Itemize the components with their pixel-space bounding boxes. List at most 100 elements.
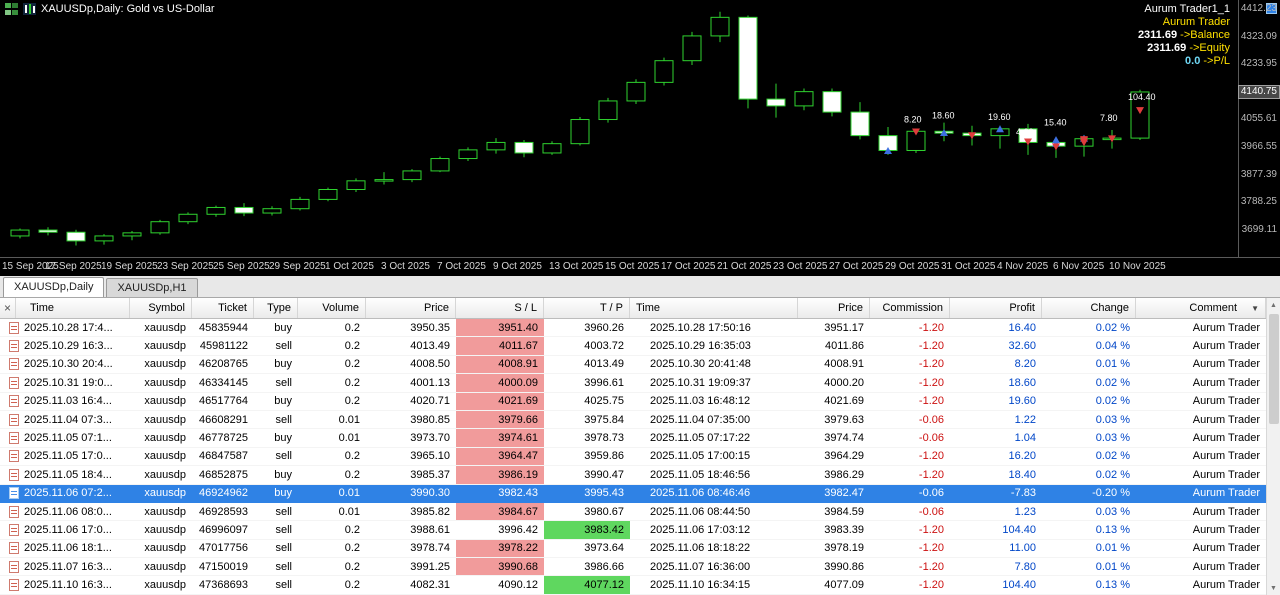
balance-label: ->Balance (1180, 29, 1230, 41)
tab-xauusdp-daily[interactable]: XAUUSDp,Daily (3, 277, 105, 297)
scroll-thumb[interactable] (1268, 314, 1279, 424)
ticket-cell: 46996097 (199, 523, 248, 536)
tp-cell: 4077.12 (544, 576, 630, 594)
column-header-volume[interactable]: Volume (298, 298, 366, 318)
candlestick-chart[interactable]: 8.20 18.60 19.60 4.60 15.40 7.80 104.40 (0, 0, 1237, 257)
tab-xauusdp-h1[interactable]: XAUUSDp,H1 (106, 278, 198, 297)
type-cell: sell (275, 450, 292, 463)
profit-cell: 1.04 (1014, 432, 1036, 445)
comment-cell: Aurum Trader (1192, 413, 1260, 426)
column-header-type[interactable]: Type (254, 298, 298, 318)
column-header-price[interactable]: Price (798, 298, 870, 318)
date-axis-label: 15 Oct 2025 (605, 261, 660, 272)
ticket-cell: 45981122 (199, 340, 248, 353)
commission-cell: -1.20 (918, 340, 944, 353)
equity-value: 2311.69 (1147, 42, 1187, 54)
history-row[interactable]: 2025.11.06 18:1... xauusdp 47017756 sell 0.2… (0, 539, 1266, 559)
sl-cell: 3986.19 (456, 466, 544, 484)
column-header-t-p[interactable]: T / P (544, 298, 630, 318)
profit-annotation: 4.60 (1016, 127, 1034, 137)
volume-cell: 0.2 (344, 358, 360, 371)
chart-corner-icon[interactable] (1266, 3, 1277, 14)
history-row[interactable]: 2025.10.31 19:0... xauusdp 46334145 sell 0.2… (0, 374, 1266, 393)
volume-cell: 0.2 (344, 523, 360, 536)
close-price-cell: 4011.86 (825, 340, 864, 353)
open-price-cell: 4001.13 (410, 376, 450, 389)
history-row[interactable]: 2025.11.05 07:1... xauusdp 46778725 buy 0.01… (0, 429, 1266, 448)
price-axis-label: 3699.11 (1241, 223, 1277, 235)
column-header-profit[interactable]: Profit (950, 298, 1042, 318)
tp-cell: 3975.84 (584, 413, 624, 426)
ticket-cell: 46924962 (199, 487, 248, 500)
order-history-icon (9, 523, 19, 536)
column-header-time[interactable]: Time (630, 298, 798, 318)
profit-annotation: 18.60 (932, 110, 955, 120)
change-cell: 0.13 % (1095, 523, 1130, 536)
close-price-cell: 3974.74 (824, 432, 864, 445)
date-axis-label: 9 Oct 2025 (493, 261, 542, 272)
chart-type-icon[interactable] (23, 3, 36, 15)
close-panel-button[interactable]: × (0, 298, 16, 318)
history-row[interactable]: 2025.11.07 16:3... xauusdp 47150019 sell 0.2… (0, 558, 1266, 577)
comment-cell: Aurum Trader (1192, 579, 1260, 592)
scroll-down-icon[interactable]: ▼ (1270, 584, 1277, 592)
history-row[interactable]: 2025.10.30 20:4... xauusdp 46208765 buy 0.2 4… (0, 355, 1266, 375)
chart-panel[interactable]: 8.20 18.60 19.60 4.60 15.40 7.80 104.40 XAUUSD… (0, 0, 1280, 276)
history-row[interactable]: 2025.11.06 07:2... xauusdp 46924962 buy 0.01… (0, 484, 1266, 503)
buy-marker-icon (940, 128, 948, 136)
column-header-symbol[interactable]: Symbol (130, 298, 192, 318)
history-row[interactable]: 2025.10.28 17:4... xauusdp 45835944 buy 0.2 3… (0, 319, 1266, 338)
history-row[interactable]: 2025.11.05 18:4... xauusdp 46852875 buy 0.2 3… (0, 466, 1266, 485)
commission-cell: -1.20 (918, 542, 944, 555)
column-header-comment[interactable]: Comment ▼ (1136, 298, 1266, 318)
column-header-price[interactable]: Price (366, 298, 456, 318)
profit-cell: 1.22 (1014, 413, 1036, 426)
open-time-cell: 2025.11.06 17:0... (0, 521, 130, 538)
comment-filter-icon[interactable]: ▼ (1251, 303, 1259, 313)
open-time-cell: 2025.11.05 07:1... (0, 429, 130, 446)
column-header-time[interactable]: Time (16, 298, 130, 318)
column-header-change[interactable]: Change (1042, 298, 1136, 318)
close-time-cell: 2025.11.07 16:36:00 (650, 560, 751, 573)
chart-menu-icon[interactable] (5, 3, 18, 15)
comment-cell: Aurum Trader (1192, 468, 1260, 481)
history-row[interactable]: 2025.11.06 08:0... xauusdp 46928593 sell 0.0… (0, 502, 1266, 522)
date-axis-label: 10 Nov 2025 (1109, 261, 1166, 272)
type-cell: sell (275, 376, 292, 389)
profit-cell: 104.40 (1002, 523, 1036, 536)
chart-title-text: XAUUSDp,Daily: Gold vs US-Dollar (41, 3, 215, 15)
change-cell: 0.01 % (1095, 358, 1130, 371)
history-row[interactable]: 2025.11.06 17:0... xauusdp 46996097 sell 0.2… (0, 521, 1266, 540)
column-header-commission[interactable]: Commission (870, 298, 950, 318)
buy-marker-icon (1052, 136, 1060, 144)
tp-cell: 3978.73 (584, 432, 624, 445)
commission-cell: -1.20 (918, 579, 944, 592)
history-row[interactable]: 2025.11.10 16:3... xauusdp 47368693 sell 0.2… (0, 576, 1266, 595)
column-header-s-l[interactable]: S / L (456, 298, 544, 318)
profit-cell: 16.20 (1008, 450, 1036, 463)
type-cell: buy (274, 395, 292, 408)
history-table-body: 2025.10.28 17:4... xauusdp 45835944 buy 0.2 3… (0, 319, 1266, 595)
date-axis-label: 31 Oct 2025 (941, 261, 996, 272)
open-time-cell: 2025.11.06 08:0... (0, 503, 130, 520)
scroll-up-icon[interactable]: ▲ (1270, 301, 1277, 309)
column-header-ticket[interactable]: Ticket (192, 298, 254, 318)
chart-tabs-bar: XAUUSDp,Daily XAUUSDp,H1 (0, 276, 1280, 298)
change-cell: 0.13 % (1095, 579, 1130, 592)
type-cell: sell (275, 413, 292, 426)
volume-cell: 0.2 (344, 376, 360, 389)
history-row[interactable]: 2025.11.04 07:3... xauusdp 46608291 sell 0.0… (0, 410, 1266, 430)
open-price-cell: 4013.49 (410, 340, 450, 353)
tp-cell: 4003.72 (584, 340, 624, 353)
history-row[interactable]: 2025.10.29 16:3... xauusdp 45981122 sell 0.2… (0, 337, 1266, 356)
sl-cell: 3951.40 (456, 319, 544, 337)
history-row[interactable]: 2025.11.03 16:4... xauusdp 46517764 buy 0.2 4… (0, 392, 1266, 411)
profit-cell: 16.40 (1008, 321, 1036, 334)
table-scrollbar[interactable]: ▲ ▼ (1266, 298, 1280, 595)
volume-cell: 0.01 (338, 413, 360, 426)
sl-cell: 4011.67 (456, 337, 544, 355)
sl-cell: 4021.69 (456, 392, 544, 410)
history-row[interactable]: 2025.11.05 17:0... xauusdp 46847587 sell 0.2… (0, 447, 1266, 467)
symbol-cell: xauusdp (144, 487, 186, 500)
sell-marker-icon (1136, 107, 1144, 115)
